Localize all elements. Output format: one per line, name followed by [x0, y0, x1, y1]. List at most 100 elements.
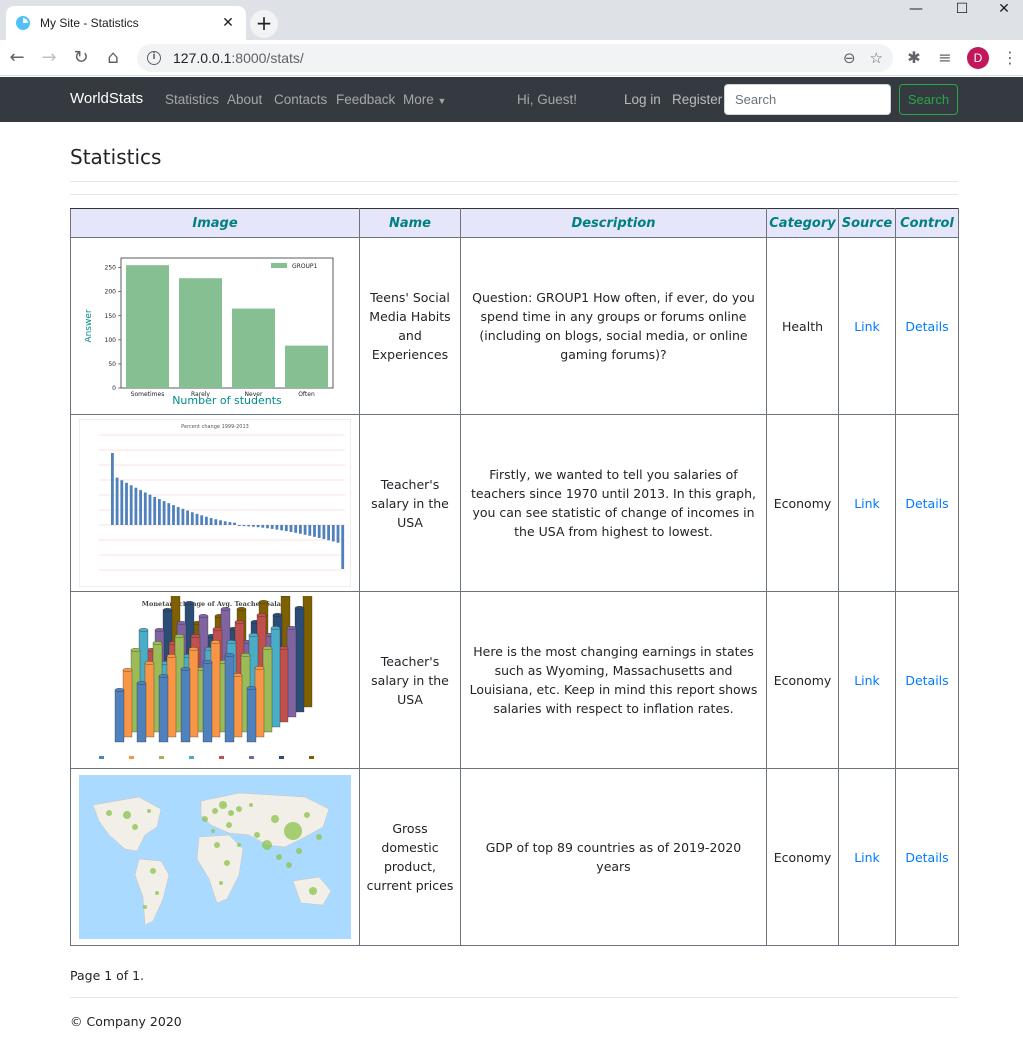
nav-more-dropdown[interactable]: More ▼ [403, 92, 447, 107]
image-cell: 250 200 150 100 50 0 Sometimes Rarely Never Ofte… [70, 237, 360, 415]
percent-bar [247, 525, 251, 527]
y-tick-label: 100 [105, 337, 117, 344]
nav-feedback[interactable]: Feedback [336, 92, 396, 107]
chart-title: Monetary change of Avg. Teacher Salary [142, 600, 289, 608]
new-tab-button[interactable]: + [250, 10, 278, 38]
nav-about[interactable]: About [227, 92, 263, 107]
source-link[interactable]: Link [854, 495, 880, 511]
percent-bar [181, 508, 185, 525]
percent-bar [214, 519, 218, 525]
site-info-icon[interactable]: i [147, 51, 161, 65]
percent-bar [331, 525, 335, 542]
3d-bar-cap [226, 640, 237, 644]
home-icon[interactable]: ⌂ [107, 47, 119, 68]
y-tick-label: 150 [105, 313, 117, 320]
url-text[interactable]: 127.0.0.1:8000/stats/ [173, 50, 304, 66]
gdp-bubble [271, 815, 279, 823]
nav-contacts[interactable]: Contacts [274, 92, 328, 107]
gdp-bubble [286, 862, 292, 868]
media-playlist-icon[interactable]: ≡ [938, 48, 952, 67]
gdp-bubble [155, 891, 159, 895]
minimize-window-icon[interactable]: — [909, 1, 923, 17]
address-bar[interactable]: i 127.0.0.1:8000/stats/ ⊖ ☆ [137, 44, 893, 72]
percent-bar [190, 512, 194, 525]
y-tick-label: 50 [108, 361, 116, 368]
bar-rarely [179, 278, 222, 388]
chart-background [79, 419, 351, 587]
details-link[interactable]: Details [905, 318, 949, 334]
3d-bar [270, 627, 281, 728]
divider [70, 997, 958, 998]
login-link[interactable]: Log in [624, 92, 661, 107]
gdp-bubble [212, 808, 218, 814]
3d-bar-cap [256, 613, 267, 617]
details-link[interactable]: Details [905, 672, 949, 688]
search-button[interactable]: Search [899, 84, 958, 115]
table-row: Gross domestic product, current prices G… [70, 768, 959, 946]
bar-never [232, 308, 275, 388]
percent-bar [284, 525, 288, 532]
3d-bar [144, 662, 155, 738]
brand-logo[interactable]: WorldStats [70, 90, 144, 107]
register-link[interactable]: Register [672, 92, 723, 107]
source-link[interactable]: Link [854, 849, 880, 865]
3d-bar-cap [262, 646, 273, 650]
percent-bar [195, 513, 199, 525]
percent-bar [205, 516, 208, 525]
3d-bar [262, 647, 273, 733]
percent-bar [289, 525, 293, 532]
extensions-puzzle-icon[interactable]: ✱ [907, 48, 921, 67]
source-link[interactable]: Link [854, 318, 880, 334]
percent-bar [336, 525, 340, 543]
search-input[interactable] [724, 84, 891, 115]
reload-icon[interactable]: ↻ [73, 47, 89, 68]
details-link[interactable]: Details [905, 849, 949, 865]
back-arrow-icon[interactable]: ← [9, 47, 25, 68]
percent-bar [322, 525, 326, 540]
browser-toolbar: ← → ↻ ⌂ i 127.0.0.1:8000/stats/ ⊖ ☆ ✱ ≡ … [0, 40, 1023, 76]
description-cell: GDP of top 89 countries as of 2019-2020 … [460, 768, 767, 946]
site-navbar: WorldStats Statistics About Contacts Fee… [0, 77, 1023, 122]
3d-bar-cap [188, 647, 199, 651]
forward-arrow-icon[interactable]: → [41, 47, 57, 68]
bookmark-star-icon[interactable]: ☆ [869, 49, 883, 67]
bar-chart-thumbnail: 250 200 150 100 50 0 Sometimes Rarely Never Ofte… [85, 257, 334, 406]
3d-bar-cap [240, 653, 251, 657]
3d-bar-cap [210, 640, 221, 644]
source-link[interactable]: Link [854, 672, 880, 688]
legend-swatch [189, 756, 194, 759]
percent-bar [256, 525, 260, 528]
percent-bar [233, 522, 236, 525]
3d-bar [224, 654, 235, 743]
3d-bar-cap [184, 601, 195, 605]
nav-statistics[interactable]: Statistics [165, 92, 220, 107]
zoom-icon[interactable]: ⊖ [842, 49, 856, 67]
3d-bar-cap [138, 628, 149, 632]
3d-bar-cap [166, 654, 177, 658]
percent-bar [228, 522, 232, 525]
browser-menu-icon[interactable]: ⋮ [1002, 48, 1018, 67]
maximize-window-icon[interactable]: ☐ [955, 1, 969, 17]
3d-bar [122, 669, 133, 738]
profile-avatar[interactable]: D [967, 47, 989, 69]
close-tab-icon[interactable]: ✕ [222, 15, 234, 31]
legend-swatch [249, 756, 254, 759]
3d-bar-cap [272, 613, 283, 617]
column-header-control: Control [895, 208, 959, 238]
details-link[interactable]: Details [905, 495, 949, 511]
3d-bar-cap [278, 646, 289, 650]
browser-tab[interactable]: My Site - Statistics ✕ [6, 6, 246, 40]
percent-bar [266, 525, 269, 529]
3d-bar-cap [174, 634, 185, 638]
percent-bar [275, 525, 279, 530]
x-tick-label: Sometimes [131, 391, 165, 398]
gdp-bubble [249, 803, 253, 807]
bar-series [126, 265, 328, 388]
gdp-bubble [254, 832, 260, 838]
bar-sometimes [126, 265, 169, 388]
3d-bar-cap [162, 608, 173, 612]
3d-bar-cap [114, 688, 125, 692]
3d-bar-cap [224, 653, 235, 657]
world-map-thumbnail [79, 775, 351, 939]
close-window-icon[interactable]: ✕ [998, 1, 1010, 17]
